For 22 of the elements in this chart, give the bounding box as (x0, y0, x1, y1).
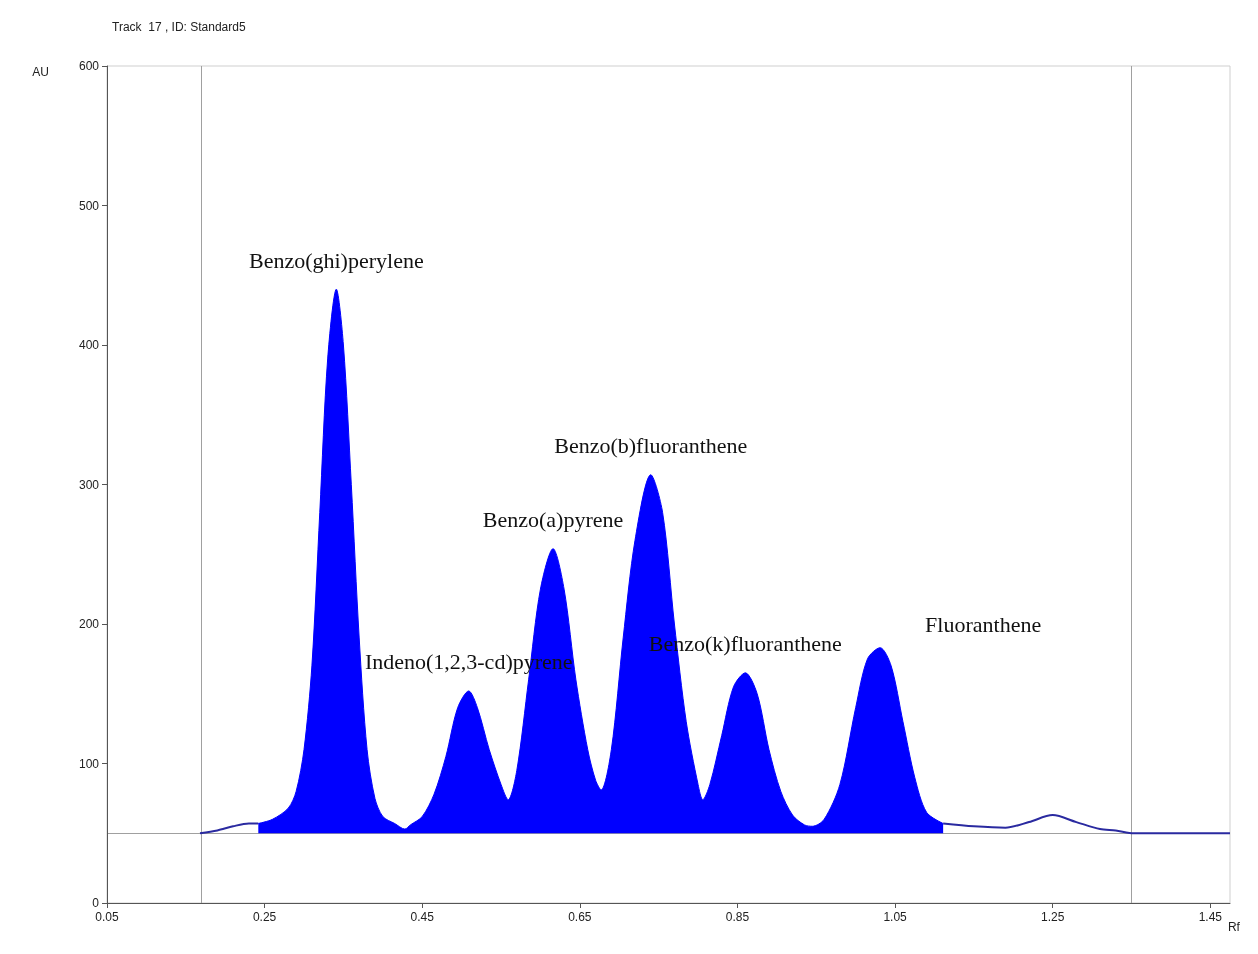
annotation: Fluoranthene (925, 612, 1042, 638)
y-tick-label: 500 (78, 198, 100, 213)
x-tick-label: 1.45 (1198, 910, 1223, 924)
x-tick-label: 0.05 (95, 910, 119, 924)
y-tick-label: 0 (92, 896, 100, 910)
annotation: Benzo(a)pyrene (482, 507, 624, 533)
x-tick-label: 1.25 (1041, 910, 1065, 924)
x-tick-label: 1.05 (883, 910, 908, 924)
y-axis-title: AU (32, 65, 49, 79)
chart-title: Track 17 , ID: Standard5 (112, 20, 246, 34)
annotation: Benzo(b)fluoranthene (554, 433, 748, 459)
annotation: Benzo(ghi)perylene (248, 247, 424, 273)
x-tick-label: 0.65 (568, 910, 592, 924)
x-tick-label: 0.25 (252, 910, 277, 924)
y-tick-label: 400 (78, 338, 100, 352)
y-tick-label: 600 (78, 59, 100, 73)
x-tick-label: 0.45 (410, 910, 435, 924)
y-tick-label: 300 (78, 477, 100, 492)
y-tick-label: 200 (78, 617, 100, 631)
x-tick-label: 0.85 (725, 910, 750, 924)
x-axis-title: Rf (1227, 920, 1241, 934)
y-tick-label: 100 (78, 756, 100, 771)
